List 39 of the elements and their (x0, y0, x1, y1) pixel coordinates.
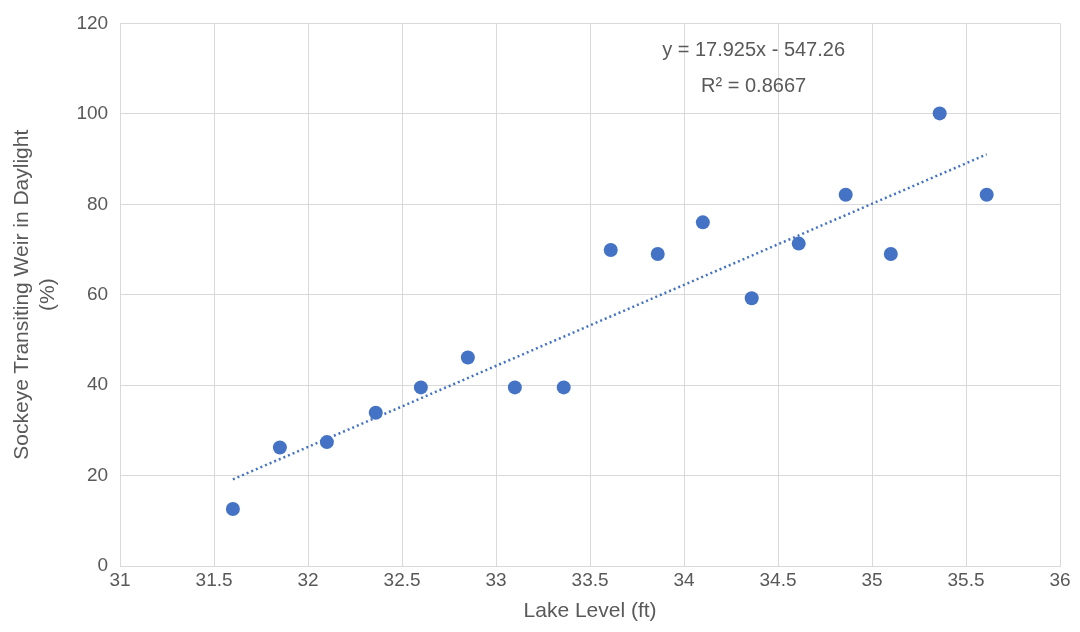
x-tick-label: 32 (297, 568, 319, 590)
point (650, 247, 665, 262)
point (272, 440, 287, 455)
y-tick-label: 100 (76, 102, 109, 124)
y-axis-title: Sockeye Transiting Weir in Daylight (%) (9, 129, 58, 460)
y-tick-label: 80 (86, 192, 109, 214)
point (695, 215, 710, 230)
point (979, 187, 994, 202)
point (883, 247, 898, 262)
y-tick-label: 40 (86, 373, 109, 395)
annotation: y = 17.925x - 547.26 (662, 37, 846, 60)
point (413, 380, 428, 395)
point (603, 242, 618, 257)
point (319, 435, 334, 450)
point (556, 380, 571, 395)
point (838, 187, 853, 202)
x-tick-label: 34.5 (759, 568, 797, 590)
point (932, 106, 947, 121)
x-tick-label: 36 (1049, 568, 1071, 590)
x-tick-label: 35.5 (947, 568, 985, 590)
point (225, 502, 240, 517)
point (460, 350, 475, 365)
x-tick-label: 31 (109, 568, 131, 590)
x-tick-label: 32.5 (383, 568, 421, 590)
x-tick-label: 33.5 (571, 568, 609, 590)
y-tick-label: 20 (86, 463, 109, 485)
x-tick-label: 33 (485, 568, 507, 590)
x-axis-title: Lake Level (ft) (523, 598, 657, 622)
point (791, 236, 806, 251)
x-tick-label: 31.5 (195, 568, 233, 590)
y-tick-label: 0 (97, 554, 109, 576)
y-tick-label: 60 (86, 282, 109, 304)
x-tick-label: 35 (861, 568, 883, 590)
y-tick-label: 120 (76, 11, 109, 33)
annotation: R² = 0.8667 (701, 73, 807, 96)
point (368, 405, 383, 420)
x-tick-label: 34 (673, 568, 696, 590)
point (507, 380, 522, 395)
point (744, 291, 759, 306)
